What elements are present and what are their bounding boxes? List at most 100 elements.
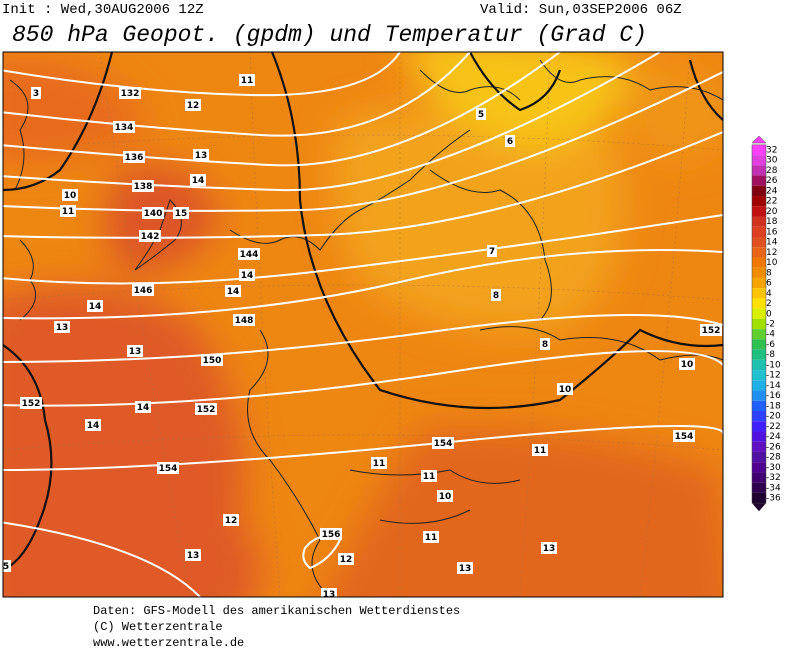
contour-label: 10	[681, 360, 694, 370]
contour-label: 6	[507, 137, 513, 147]
colorbar-label: 26	[766, 176, 778, 186]
colorbar-label: 30	[766, 156, 778, 166]
colorbar-top-arrow	[751, 135, 767, 144]
contour-label: 156	[322, 530, 341, 540]
contour-label-box	[239, 74, 255, 86]
colorbar-swatch	[752, 196, 766, 207]
colorbar-swatch	[752, 206, 766, 217]
contour-label: 14	[241, 271, 254, 281]
colorbar-swatch	[752, 492, 766, 504]
contour-label: 11	[425, 533, 438, 543]
colorbar-swatch	[752, 267, 766, 278]
colorbar-frame	[751, 144, 767, 504]
colorbar-label: 4	[766, 289, 772, 299]
colorbar-label: 18	[766, 217, 778, 227]
colorbar-label: 12	[766, 248, 777, 258]
contour-label-box	[239, 269, 255, 281]
contour-label: 11	[534, 446, 547, 456]
colorbar-label: -34	[766, 483, 781, 493]
colorbar-swatch	[752, 359, 766, 371]
colorbar-swatch	[752, 380, 766, 391]
contour-label: 13	[323, 590, 336, 600]
contour-label-box	[135, 401, 151, 413]
contour-label: 154	[675, 432, 694, 442]
colorbar-swatch	[752, 247, 766, 258]
colorbar-swatch	[752, 144, 766, 156]
contour-label-box	[127, 345, 143, 357]
contour-label-box	[173, 207, 189, 219]
contour-label-box	[31, 87, 41, 99]
contour-label-box	[487, 245, 497, 257]
contour-label-box	[20, 397, 42, 409]
colorbar-swatch	[752, 185, 766, 197]
contour-label-box	[491, 289, 501, 301]
contour-label: 148	[235, 316, 254, 326]
contour-label-box	[423, 531, 439, 543]
contour-label: 8	[493, 291, 499, 301]
colorbar-label: -14	[766, 381, 781, 391]
colorbar-swatch	[752, 339, 766, 350]
colorbar-label: -26	[766, 442, 781, 452]
colorbar-label: -10	[766, 360, 781, 370]
colorbar-label: -18	[766, 401, 781, 411]
contour-label-box	[320, 528, 342, 540]
contour-label: 5	[3, 562, 9, 572]
contour-label: 13	[129, 347, 142, 357]
colorbar-label: 14	[766, 238, 778, 248]
colorbar-swatch	[752, 451, 766, 463]
contour-label: 154	[434, 439, 453, 449]
colorbar-label: -36	[766, 494, 781, 504]
contour-label-box	[123, 151, 145, 163]
colorbar-swatch	[752, 462, 766, 473]
contour-label: 11	[62, 207, 75, 217]
colorbar-swatch	[752, 421, 766, 432]
contour-label-box	[540, 338, 550, 350]
init-time: Init : Wed,30AUG2006 12Z	[2, 2, 204, 18]
colorbar-swatch	[752, 349, 766, 360]
colorbar-label: -6	[766, 340, 775, 350]
footer-line: Daten: GFS-Modell des amerikanischen Wet…	[93, 604, 460, 618]
colorbar-swatch	[752, 165, 766, 176]
colorbar-bottom-arrow	[751, 502, 767, 512]
map-title: 850 hPa Geopot. (gpdm) und Temperatur (G…	[12, 22, 647, 48]
contour-label-box	[54, 321, 70, 333]
colorbar-swatch	[752, 257, 766, 268]
contour-label-box	[113, 121, 135, 133]
contour-label-box	[476, 108, 486, 120]
contour-label-box	[185, 99, 201, 111]
contour-label-box	[85, 419, 101, 431]
colorbar-swatch	[752, 431, 766, 442]
colorbar-label: -22	[766, 422, 781, 432]
colorbar-label: -8	[766, 350, 775, 360]
contour-label: 13	[187, 551, 200, 561]
colorbar-label: -24	[766, 432, 781, 442]
contour-label-box	[532, 444, 548, 456]
contour-label-box	[190, 174, 206, 186]
contour-label: 144	[240, 250, 259, 260]
contour-label-box	[238, 248, 260, 260]
colorbar-swatch	[752, 237, 766, 248]
contour-label-box	[557, 383, 573, 395]
colorbar-label: 16	[766, 227, 778, 237]
contour-label-box	[60, 205, 76, 217]
colorbar-label: -4	[766, 330, 775, 340]
colorbar-label: -30	[766, 463, 781, 473]
colorbar: 32302826242220181614121086420-2-4-6-8-10…	[751, 135, 781, 512]
contour-label-box	[185, 549, 201, 561]
contour-label-box	[432, 437, 454, 449]
contour-label: 140	[144, 209, 163, 219]
footer-line: www.wetterzentrale.de	[93, 636, 244, 648]
contour-label: 15	[175, 209, 188, 219]
colorbar-swatch	[752, 288, 766, 299]
contour-label: 132	[121, 89, 140, 99]
colorbar-label: 2	[766, 299, 772, 309]
contour-label-box	[193, 149, 209, 161]
contour-label: 11	[241, 76, 254, 86]
colorbar-label: 0	[766, 309, 772, 319]
colorbar-label: -12	[766, 371, 781, 381]
contour-label-box	[338, 553, 354, 565]
contour-label-box	[421, 470, 437, 482]
contour-label: 10	[64, 191, 77, 201]
contour-label-box	[87, 300, 103, 312]
